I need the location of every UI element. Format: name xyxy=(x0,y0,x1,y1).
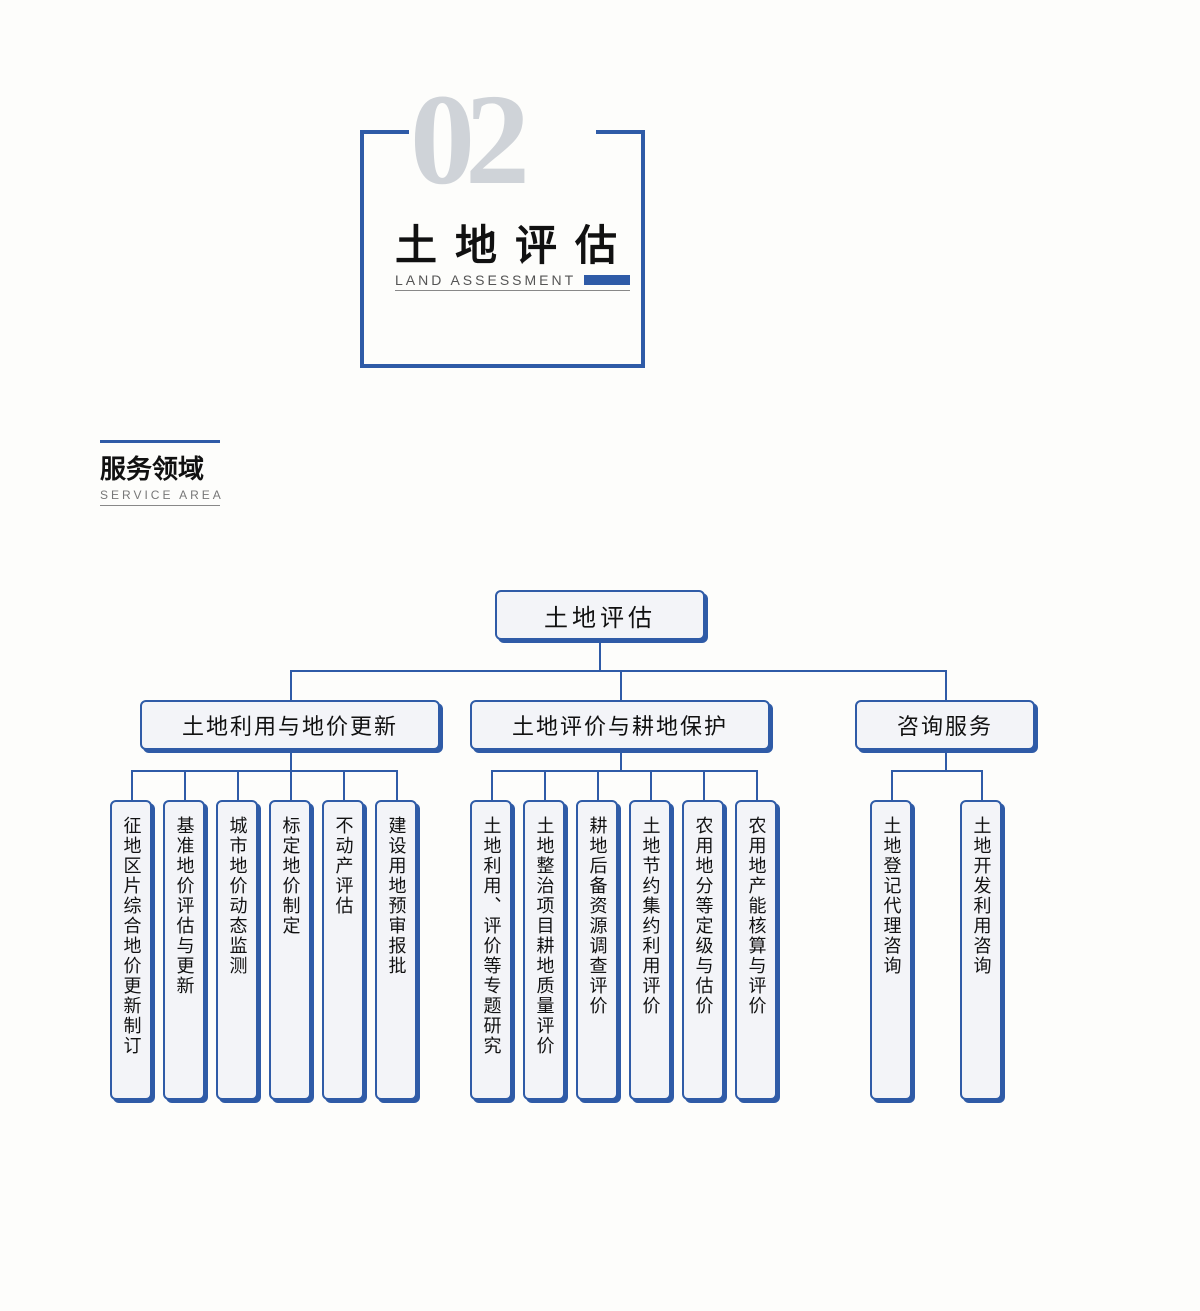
chart-l2-node: 咨询服务 xyxy=(855,700,1035,750)
chart-leaf-label: 城市地价动态监测 xyxy=(228,816,247,1084)
chart-leaf-label: 征地区片综合地价更新制订 xyxy=(122,816,141,1084)
chart-leaf-node: 土地节约集约利用评价 xyxy=(629,800,671,1100)
chart-l2-node: 土地利用与地价更新 xyxy=(140,700,440,750)
section-label: 服务领域 SERVICE AREA xyxy=(100,440,224,506)
chart-leaf-node: 土地开发利用咨询 xyxy=(960,800,1002,1100)
section-bar-top xyxy=(100,440,220,443)
section-label-cn: 服务领域 xyxy=(100,449,224,486)
header-title-en: LAND ASSESSMENT xyxy=(395,272,576,288)
chart-leaf-node: 耕地后备资源调查评价 xyxy=(576,800,618,1100)
chart-leaf-label: 土地登记代理咨询 xyxy=(882,816,901,1084)
header-title-cn: 土地评估 xyxy=(395,212,635,273)
chart-l2-node: 土地评价与耕地保护 xyxy=(470,700,770,750)
chart-leaf-node: 不动产评估 xyxy=(322,800,364,1100)
chart-leaf-node: 征地区片综合地价更新制订 xyxy=(110,800,152,1100)
chart-leaf-label: 土地利用、评价等专题研究 xyxy=(482,816,501,1084)
chart-leaf-label: 建设用地预审报批 xyxy=(387,816,406,1084)
page-header: 02 土地评估 LAND ASSESSMENT xyxy=(360,130,645,368)
chart-leaf-label: 农用地分等定级与估价 xyxy=(694,816,713,1084)
chart-leaf-label: 基准地价评估与更新 xyxy=(175,816,194,1084)
chart-leaf-node: 农用地产能核算与评价 xyxy=(735,800,777,1100)
chart-leaf-node: 建设用地预审报批 xyxy=(375,800,417,1100)
chart-leaf-label: 土地节约集约利用评价 xyxy=(641,816,660,1084)
chart-leaf-label: 不动产评估 xyxy=(334,816,353,1084)
header-title-en-bar xyxy=(584,275,630,285)
header-title-en-row: LAND ASSESSMENT xyxy=(395,272,630,288)
org-chart: 土地评估土地利用与地价更新土地评价与耕地保护 咨询服务征地区片综合地价更新制订 基准… xyxy=(100,590,1100,1100)
chart-leaf-label: 土地开发利用咨询 xyxy=(972,816,991,1084)
header-underline xyxy=(395,290,630,291)
chart-root-node: 土地评估 xyxy=(495,590,705,640)
chart-leaf-node: 标定地价制定 xyxy=(269,800,311,1100)
chart-leaf-node: 城市地价动态监测 xyxy=(216,800,258,1100)
connector xyxy=(599,640,601,670)
section-label-en: SERVICE AREA xyxy=(100,488,224,502)
chart-leaf-node: 农用地分等定级与估价 xyxy=(682,800,724,1100)
chart-leaf-label: 耕地后备资源调查评价 xyxy=(588,816,607,1084)
chart-leaf-label: 土地整治项目耕地质量评价 xyxy=(535,816,554,1084)
chart-leaf-node: 土地利用、评价等专题研究 xyxy=(470,800,512,1100)
chart-leaf-node: 土地登记代理咨询 xyxy=(870,800,912,1100)
chart-leaf-node: 土地整治项目耕地质量评价 xyxy=(523,800,565,1100)
section-bar-bottom xyxy=(100,505,220,506)
connector-l2 xyxy=(100,670,1100,700)
connector-l3 xyxy=(100,750,1100,800)
chart-leaf-label: 标定地价制定 xyxy=(281,816,300,1084)
chart-leaf-label: 农用地产能核算与评价 xyxy=(747,816,766,1084)
chart-leaf-node: 基准地价评估与更新 xyxy=(163,800,205,1100)
